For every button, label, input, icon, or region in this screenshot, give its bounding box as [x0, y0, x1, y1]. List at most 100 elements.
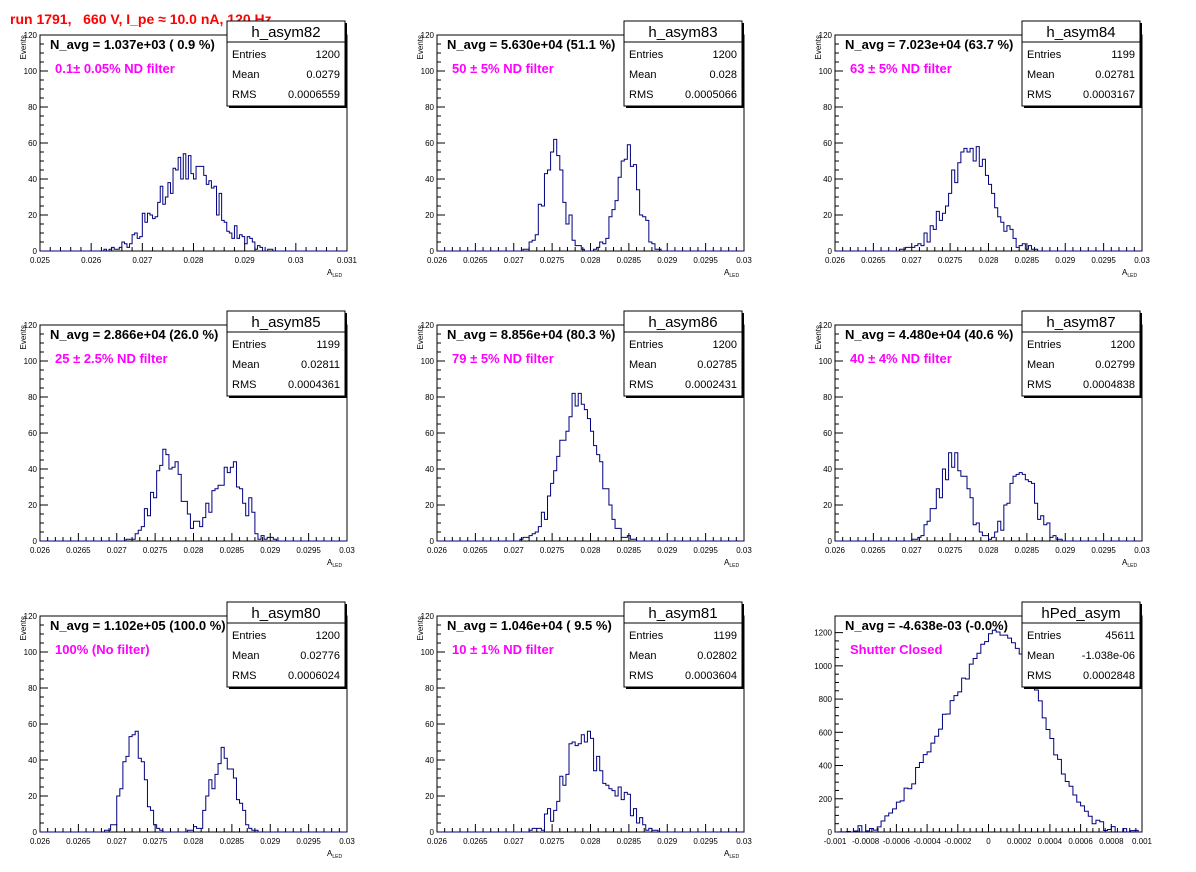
x-axis-label: ALED [327, 558, 342, 569]
y-tick-label: 0 [430, 537, 435, 546]
x-axis-label: ALED [724, 558, 739, 569]
stats-label: Entries [1027, 339, 1062, 351]
x-tick-label: 0.0275 [540, 546, 565, 555]
stats-box: h_asym87 Entries 1200 Mean 0.02799 RMS 0.00048… [1021, 310, 1142, 398]
x-tick-label: 0.0275 [540, 837, 565, 846]
y-tick-label: 40 [28, 756, 37, 765]
stats-label: Entries [1027, 630, 1062, 642]
y-axis-label: Events [19, 35, 28, 59]
y-tick-label: 0 [430, 828, 435, 837]
x-axis-label: ALED [1122, 558, 1137, 569]
x-tick-label: 0.029 [1055, 546, 1076, 555]
histogram-title: N_avg = 5.630e+04 (51.1 %) [447, 37, 615, 52]
stats-label: Mean [629, 69, 657, 81]
stats-label: Mean [232, 650, 260, 662]
stats-label: Mean [629, 650, 657, 662]
y-tick-label: 120 [24, 612, 38, 621]
stats-box: h_asym82 Entries 1200 Mean 0.0279 RMS 0.000655… [226, 20, 347, 108]
x-tick-label: 0.026 [30, 837, 51, 846]
y-tick-label: 120 [421, 612, 435, 621]
x-tick-label: 0.027 [902, 546, 923, 555]
histogram-panel-h_asym81: 0.026 0.0265 0.027 0.0275 0.028 0.0285 0.029 0.… [416, 601, 752, 860]
x-tick-label: -0.0008 [852, 837, 880, 846]
x-tick-label: 0.0285 [1015, 256, 1040, 265]
y-tick-label: 80 [425, 103, 434, 112]
x-tick-label: 0.026 [81, 256, 102, 265]
stats-value: 0.028 [709, 69, 737, 81]
x-axis-label: ALED [327, 268, 342, 279]
stats-label: Entries [232, 49, 267, 61]
stats-value: 0.02811 [301, 359, 340, 371]
histogram-title: N_avg = 2.866e+04 (26.0 %) [50, 327, 218, 342]
y-tick-label: 20 [823, 211, 832, 220]
x-tick-label: 0.028 [183, 837, 204, 846]
x-tick-label: 0.028 [978, 546, 999, 555]
histogram-panel-h_asym85: 0.026 0.0265 0.027 0.0275 0.028 0.0285 0.029 0.… [19, 310, 355, 569]
x-tick-label: 0.028 [183, 256, 204, 265]
stats-label: RMS [232, 89, 256, 101]
stats-label: Mean [1027, 359, 1055, 371]
stats-label: RMS [629, 379, 653, 391]
stats-label: RMS [1027, 89, 1051, 101]
filter-note: 40 ± 4% ND filter [850, 351, 952, 366]
stats-box: h_asym84 Entries 1199 Mean 0.02781 RMS 0.00031… [1021, 20, 1142, 108]
filter-note: 79 ± 5% ND filter [452, 351, 554, 366]
stats-box: h_asym83 Entries 1200 Mean 0.028 RMS 0.0005066 [623, 20, 744, 108]
stats-histogram-name: h_asym80 [251, 605, 320, 622]
y-axis-label: Events [416, 616, 425, 640]
x-tick-label: 0.029 [657, 837, 678, 846]
histogram-line [835, 146, 1142, 252]
x-tick-label: 0.027 [504, 546, 525, 555]
stats-value: 0.0279 [306, 69, 340, 81]
y-axis-label: Events [814, 35, 823, 59]
histogram-line [40, 730, 347, 833]
y-tick-label: 40 [823, 465, 832, 474]
x-tick-label: 0.0275 [143, 546, 168, 555]
y-tick-label: 100 [819, 357, 833, 366]
filter-note: Shutter Closed [850, 642, 943, 657]
y-tick-label: 100 [819, 67, 833, 76]
stats-box: h_asym81 Entries 1199 Mean 0.02802 RMS 0.00036… [623, 601, 744, 689]
stats-value: 1200 [316, 630, 340, 642]
stats-label: Mean [1027, 650, 1055, 662]
filter-note: 25 ± 2.5% ND filter [55, 351, 168, 366]
stats-value: 1200 [713, 49, 737, 61]
stats-value: 0.0002431 [685, 379, 737, 391]
x-tick-label: 0.0265 [66, 837, 91, 846]
x-tick-label: 0.0275 [143, 837, 168, 846]
x-tick-label: 0.028 [580, 256, 601, 265]
x-tick-label: -0.001 [824, 837, 847, 846]
x-tick-label: 0.03 [339, 546, 355, 555]
x-tick-label: 0.0265 [463, 256, 488, 265]
y-tick-label: 120 [421, 31, 435, 40]
y-tick-label: 100 [24, 648, 38, 657]
x-tick-label: 0.027 [504, 256, 525, 265]
x-tick-label: 0.03 [1134, 546, 1150, 555]
x-tick-label: 0.0295 [693, 256, 718, 265]
x-tick-label: 0.025 [30, 256, 51, 265]
y-tick-label: 60 [28, 139, 37, 148]
x-tick-label: 0.029 [260, 837, 281, 846]
stats-value: -1.038e-06 [1082, 650, 1135, 662]
x-tick-label: 0.03 [736, 546, 752, 555]
y-tick-label: 40 [28, 175, 37, 184]
x-tick-label: 0.0004 [1038, 837, 1063, 846]
filter-note: 63 ± 5% ND filter [850, 61, 952, 76]
y-tick-label: 100 [421, 357, 435, 366]
stats-label: RMS [232, 379, 256, 391]
stats-label: Entries [629, 49, 664, 61]
stats-value: 0.0006559 [288, 89, 340, 101]
stats-label: RMS [232, 670, 256, 682]
x-tick-label: 0.0285 [1015, 546, 1040, 555]
stats-histogram-name: h_asym84 [1046, 24, 1115, 41]
x-tick-label: 0.0295 [296, 546, 321, 555]
stats-histogram-name: h_asym85 [251, 314, 320, 331]
x-tick-label: 0.027 [504, 837, 525, 846]
x-tick-label: 0.026 [427, 256, 448, 265]
y-tick-label: 0 [828, 537, 833, 546]
y-tick-label: 20 [425, 501, 434, 510]
x-tick-label: 0.028 [580, 546, 601, 555]
x-tick-label: 0.0265 [861, 546, 886, 555]
stats-value: 0.0005066 [685, 89, 737, 101]
